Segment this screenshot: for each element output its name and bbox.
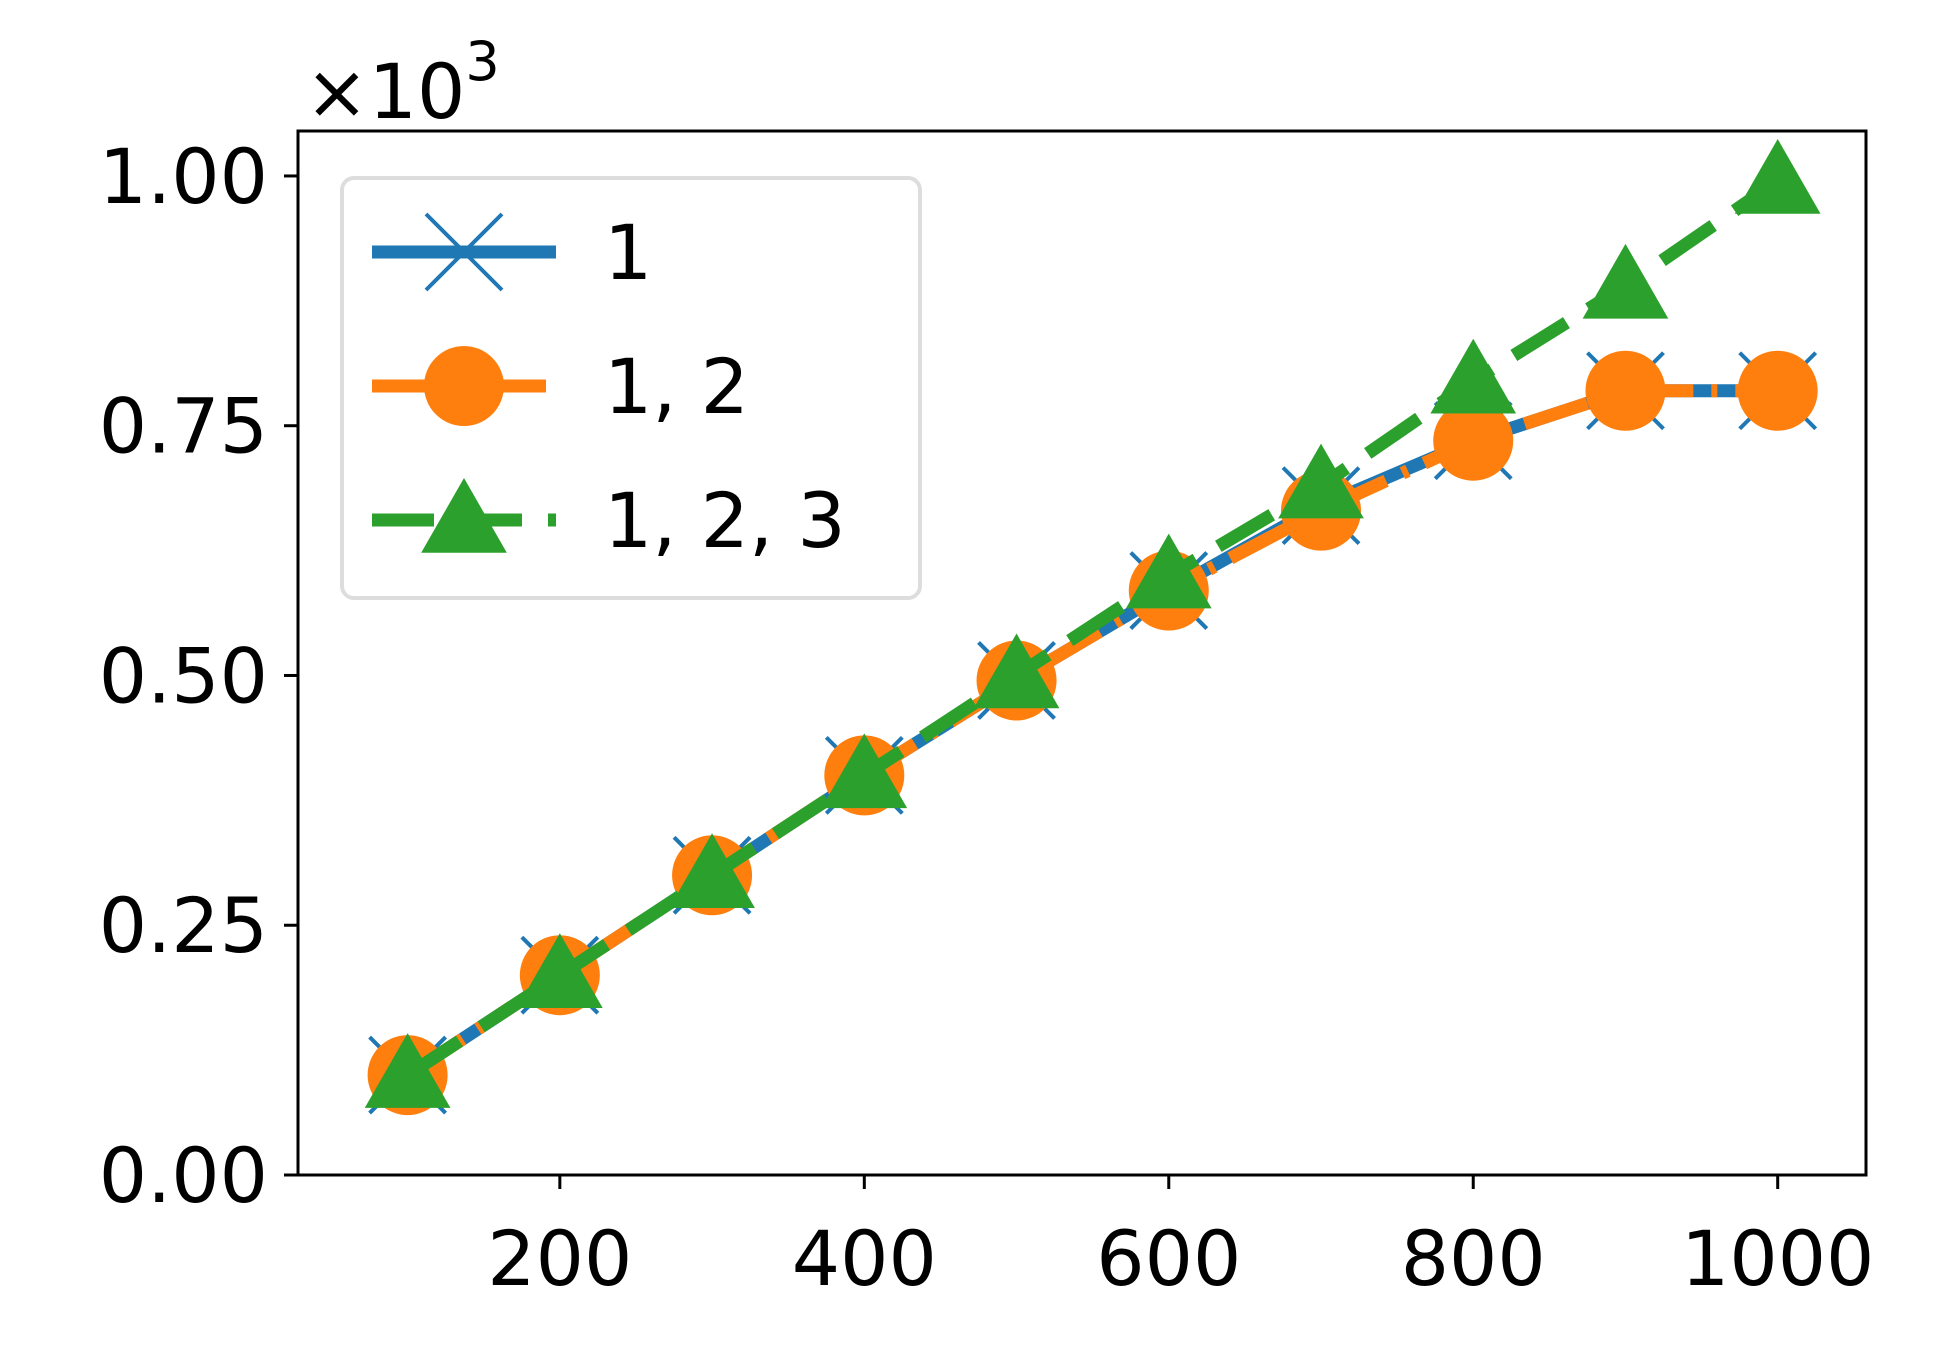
legend-frame [340,176,922,600]
legend-item-1: 1 [372,208,652,297]
series-layer [364,138,1821,1116]
x-tick-label-5: 1000 [1681,1214,1874,1303]
y-scale-base-text: ×10 [305,47,465,136]
series-2-point-9 [1585,350,1666,431]
series-3 [364,138,1821,1108]
plot-frame [296,129,1868,1177]
y-axis-scale-label: ×103 [305,30,500,136]
x-tick-label-3: 600 [1096,1214,1241,1303]
y-tick-label-3: 0.50 [99,631,268,720]
y-scale-exponent: 3 [465,30,499,93]
y-tick-label-2: 0.25 [99,881,268,970]
y-tick-label-4: 0.75 [99,382,268,471]
x-tick-label-4: 800 [1401,1214,1546,1303]
series-3-point-3 [669,833,755,909]
series-2-point-10 [1737,350,1818,431]
legend-item-3: 1, 2, 3 [372,476,846,565]
legend-marker-3 [421,478,507,553]
series-2-point-8 [1433,400,1514,481]
series-3-point-1 [364,1033,451,1108]
series-3-point-6 [1125,533,1212,609]
axes-layer: 200 400 600 800 1000 0.00 0.25 0.50 0.75 1.00 [99,129,1874,1303]
series-3-point-9 [1582,243,1669,319]
series-3-line [404,175,1782,1081]
x-tick-label-2: 400 [792,1214,937,1303]
x-tick-label-1: 200 [487,1214,632,1303]
legend-marker-1-stroke-b [424,212,504,292]
legend: 1 1, 2 1, 2, 3 [340,176,922,600]
legend-label-3: 1, 2, 3 [604,476,846,565]
series-3-point-2 [517,933,603,1008]
y-scale-base: ×103 [305,30,500,136]
legend-label-1: 1 [604,208,652,297]
series-3-point-4 [821,733,908,809]
series-3-point-5 [973,633,1060,709]
series-3-point-7 [1278,443,1364,519]
series-3-point-10 [1734,138,1821,214]
legend-marker-2 [424,346,504,426]
series-3-point-8 [1430,338,1517,414]
legend-item-2: 1, 2 [372,342,749,431]
y-tick-label-1: 0.00 [99,1131,268,1220]
legend-label-2: 1, 2 [604,342,749,431]
legend-marker-1 [424,212,504,292]
y-tick-label-5: 1.00 [99,132,268,221]
